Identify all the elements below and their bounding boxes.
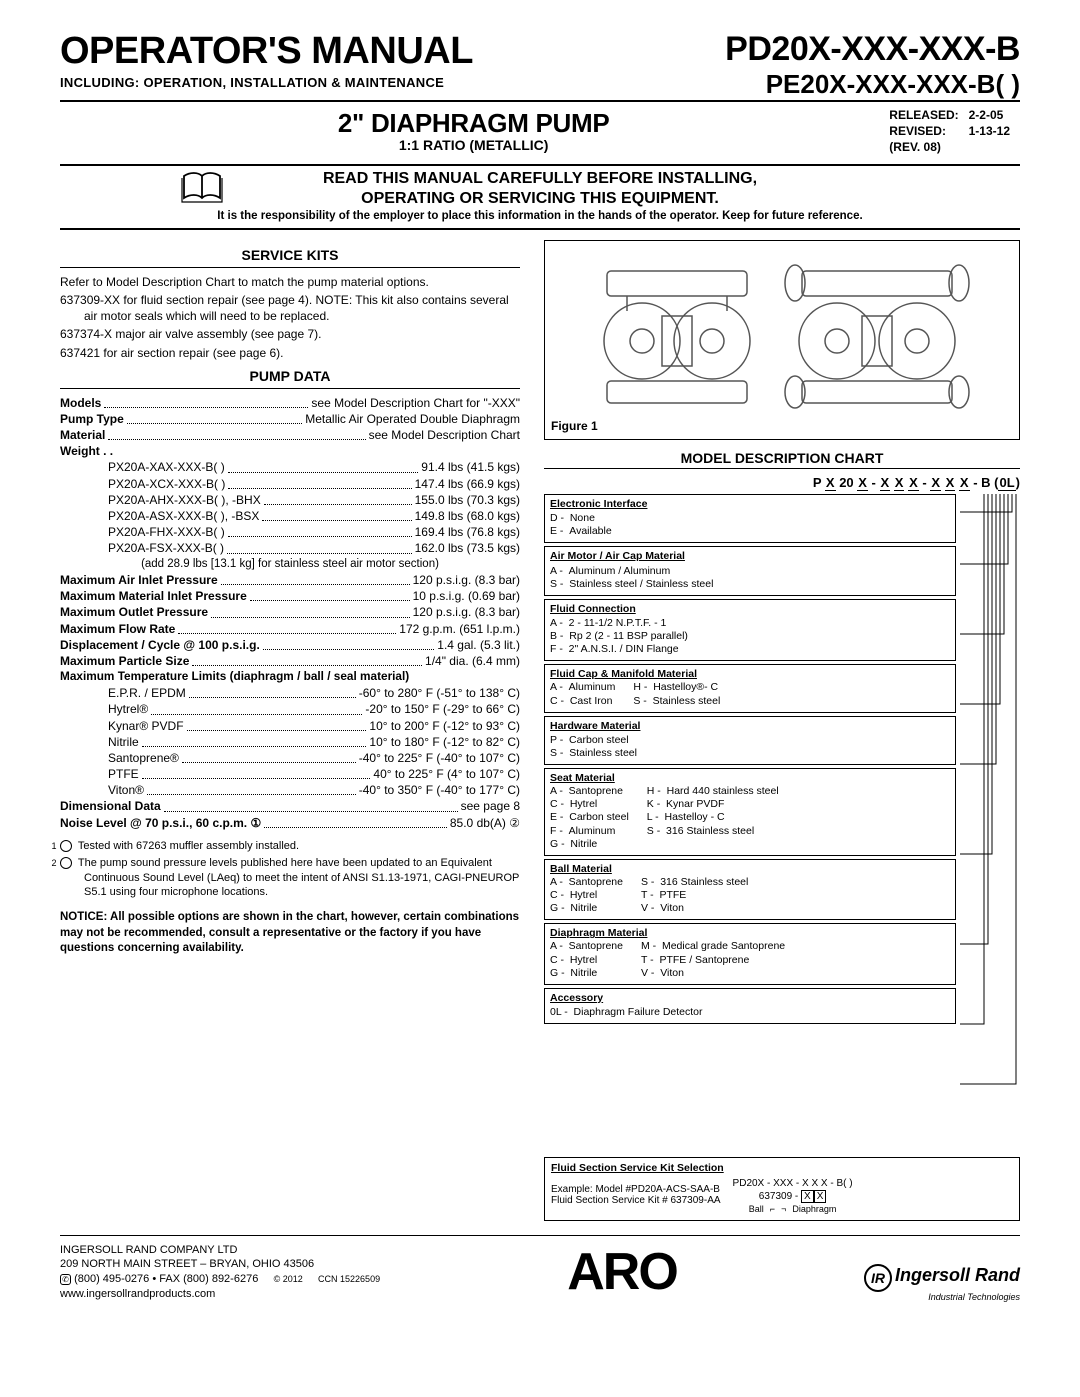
- dim-label: Dimensional Data: [60, 798, 161, 814]
- svc-ball-label: Ball: [749, 1204, 764, 1214]
- mdc-option-box: Seat MaterialA - SantopreneC - HytrelE -…: [544, 768, 956, 856]
- weight-row: PX20A-XCX-XXX-B( )147.4 lbs (66.9 kgs): [60, 476, 520, 492]
- company-name: INGERSOLL RAND COMPANY LTD: [60, 1243, 380, 1258]
- right-column: Figure 1 MODEL DESCRIPTION CHART P X 20 …: [544, 240, 1020, 1221]
- product-title: 2" DIAPHRAGM PUMP 1:1 RATIO (METALLIC): [60, 108, 887, 153]
- service-kits-heading: SERVICE KITS: [60, 246, 520, 268]
- spec-row: Maximum Outlet Pressure120 p.s.i.g. (8.3…: [60, 604, 520, 620]
- svg-text:IR: IR: [871, 1270, 886, 1286]
- warning-banner: READ THIS MANUAL CAREFULLY BEFORE INSTAL…: [60, 164, 1020, 230]
- header: OPERATOR'S MANUAL INCLUDING: OPERATION, …: [60, 30, 1020, 102]
- temp-row: Nitrile10° to 180° F (-12° to 82° C): [60, 734, 520, 750]
- temp-row: Viton®-40° to 350° F (-40° to 177° C): [60, 782, 520, 798]
- service-kits-p4: 637421 for air section repair (see page …: [60, 345, 520, 361]
- model-number-2: PE20X-XXX-XXX-B( ): [725, 69, 1020, 100]
- manual-title: OPERATOR'S MANUAL: [60, 30, 473, 73]
- mdc-heading: MODEL DESCRIPTION CHART: [544, 450, 1020, 469]
- spec-row: Maximum Material Inlet Pressure10 p.s.i.…: [60, 588, 520, 604]
- pump-data-row: Modelssee Model Description Chart for "-…: [60, 395, 520, 411]
- svc-pattern-1: PD20X - XXX - X X X - B( ): [733, 1178, 853, 1189]
- weight-note: (add 28.9 lbs [13.1 kg] for stainless st…: [60, 557, 520, 573]
- page-footer: INGERSOLL RAND COMPANY LTD 209 NORTH MAI…: [60, 1235, 1020, 1302]
- mdc-option-box: Fluid Cap & Manifold MaterialA - Aluminu…: [544, 664, 956, 712]
- temp-row: E.P.R. / EPDM-60° to 280° F (-51° to 138…: [60, 685, 520, 701]
- company-website: www.ingersollrandproducts.com: [60, 1287, 380, 1302]
- svc-example-1: Example: Model #PD20A-ACS-SAA-B: [551, 1184, 721, 1195]
- weight-row: PX20A-FSX-XXX-B( )162.0 lbs (73.5 kgs): [60, 540, 520, 556]
- aro-logo: ARO: [567, 1242, 677, 1302]
- spec-row: Maximum Flow Rate172 g.p.m. (651 l.p.m.): [60, 621, 520, 637]
- ccn-number: CCN 15226509: [318, 1274, 380, 1284]
- dim-val: see page 8: [461, 798, 520, 814]
- service-kits-p3: 637374-X major air valve assembly (see p…: [60, 326, 520, 342]
- pump-data-row: Pump TypeMetallic Air Operated Double Di…: [60, 411, 520, 427]
- mdc-option-box: Hardware MaterialP - Carbon steelS - Sta…: [544, 716, 956, 765]
- svc-diaphragm-label: Diaphragm: [792, 1204, 836, 1214]
- warning-small: It is the responsibility of the employer…: [60, 210, 1020, 222]
- mdc-option-box: Diaphragm MaterialA - SantopreneC - Hytr…: [544, 923, 956, 985]
- weight-row: PX20A-AHX-XXX-B( ), -BHX155.0 lbs (70.3 …: [60, 492, 520, 508]
- model-number-1: PD20X-XXX-XXX-B: [725, 30, 1020, 69]
- service-kits-p1: Refer to Model Description Chart to matc…: [60, 274, 520, 290]
- pump-data-heading: PUMP DATA: [60, 367, 520, 389]
- company-phone: (800) 495-0276 • FAX (800) 892-6276: [74, 1273, 258, 1285]
- weight-row: PX20A-ASX-XXX-B( ), -BSX149.8 lbs (68.0 …: [60, 508, 520, 524]
- notice-text: NOTICE: All possible options are shown i…: [60, 910, 520, 957]
- mdc-option-boxes: Electronic InterfaceD - NoneE - Availabl…: [544, 494, 956, 1157]
- temp-row: Kynar® PVDF10° to 200° F (-12° to 93° C): [60, 718, 520, 734]
- mdc-connector-lines: [960, 494, 1020, 1157]
- mdc-option-box: Accessory0L - Diaphragm Failure Detector: [544, 988, 956, 1024]
- release-info: RELEASED:2-2-05 REVISED:1-13-12 (REV. 08…: [887, 106, 1020, 156]
- figure-1-box: Figure 1: [544, 240, 1020, 440]
- svc-example-2: Fluid Section Service Kit # 637309-AA: [551, 1195, 721, 1206]
- service-kits-p2: 637309-XX for fluid section repair (see …: [60, 292, 520, 324]
- revised-date: 1-13-12: [969, 124, 1018, 138]
- spec-row: Maximum Air Inlet Pressure120 p.s.i.g. (…: [60, 572, 520, 588]
- mdc-option-box: Ball MaterialA - SantopreneC - HytrelG -…: [544, 859, 956, 921]
- service-kit-box: Fluid Section Service Kit Selection Exam…: [544, 1157, 1020, 1221]
- svc-kit-title: Fluid Section Service Kit Selection: [551, 1162, 1013, 1174]
- released-date: 2-2-05: [969, 108, 1018, 122]
- figure-label: Figure 1: [551, 419, 598, 433]
- manual-book-icon: [180, 170, 224, 211]
- pump-data-row: Materialsee Model Description Chart: [60, 427, 520, 443]
- left-column: SERVICE KITS Refer to Model Description …: [60, 240, 520, 1221]
- footnote-2: 2 The pump sound pressure levels publish…: [60, 856, 520, 901]
- released-label: RELEASED:: [889, 108, 966, 122]
- revised-label: REVISED:: [889, 124, 966, 138]
- noise-label: Noise Level @ 70 p.s.i., 60 c.p.m. ①: [60, 815, 261, 831]
- temp-row: PTFE40° to 225° F (4° to 107° C): [60, 766, 520, 782]
- brand-name: Ingersoll Rand: [895, 1265, 1020, 1285]
- pump-title: 2" DIAPHRAGM PUMP: [60, 108, 887, 139]
- pump-illustration: [551, 247, 1013, 415]
- mdc-option-box: Electronic InterfaceD - NoneE - Availabl…: [544, 494, 956, 543]
- phone-icon: ✆: [60, 1274, 71, 1285]
- revision-number: (REV. 08): [889, 140, 1018, 154]
- temp-row: Hytrel®-20° to 150° F (-29° to 66° C): [60, 701, 520, 717]
- weight-row: PX20A-XAX-XXX-B( )91.4 lbs (41.5 kgs): [60, 459, 520, 475]
- mdc-code-pattern: P X 20 X - X X X - X X X - B (0L): [544, 475, 1020, 494]
- manual-subtitle: INCLUDING: OPERATION, INSTALLATION & MAI…: [60, 75, 473, 90]
- weight-row: PX20A-FHX-XXX-B( )169.4 lbs (76.8 kgs): [60, 524, 520, 540]
- footnote-1: 1 Tested with 67263 muffler assembly ins…: [60, 839, 520, 854]
- weight-label: Weight . .: [60, 443, 113, 459]
- temp-row: Santoprene®-40° to 225° F (-40° to 107° …: [60, 750, 520, 766]
- temp-header: Maximum Temperature Limits (diaphragm / …: [60, 669, 520, 685]
- company-address: 209 NORTH MAIN STREET – BRYAN, OHIO 4350…: [60, 1257, 380, 1272]
- copyright: © 2012: [274, 1274, 303, 1284]
- svc-pattern-2: 637309 - XX: [733, 1191, 853, 1202]
- ratio-label: 1:1 RATIO (METALLIC): [60, 137, 887, 153]
- mdc-option-box: Fluid ConnectionA - 2 - 11-1/2 N.P.T.F. …: [544, 599, 956, 662]
- noise-val: 85.0 db(A) ②: [450, 815, 520, 831]
- brand-tagline: Industrial Technologies: [864, 1292, 1020, 1302]
- spec-row: Displacement / Cycle @ 100 p.s.i.g.1.4 g…: [60, 637, 520, 653]
- spec-row: Maximum Particle Size1/4" dia. (6.4 mm): [60, 653, 520, 669]
- ingersoll-rand-logo: IR Ingersoll Rand Industrial Technologie…: [864, 1264, 1020, 1302]
- mdc-option-box: Air Motor / Air Cap MaterialA - Aluminum…: [544, 546, 956, 595]
